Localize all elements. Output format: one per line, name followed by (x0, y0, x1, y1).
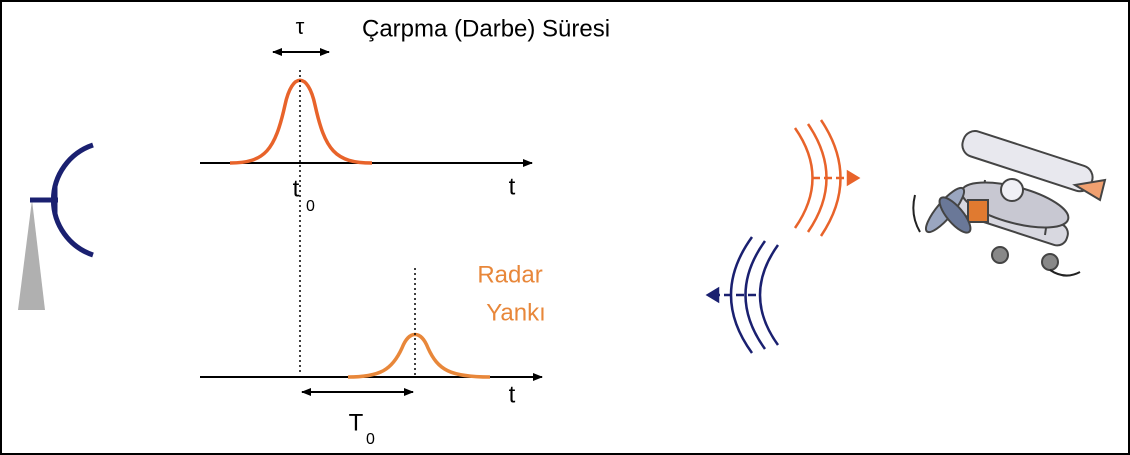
antenna-mast (18, 200, 45, 310)
returning-waves (705, 236, 780, 354)
t0-delay-subscript: 0 (366, 431, 375, 448)
axis-label: t (509, 381, 516, 408)
echo-label: Yankı (486, 299, 546, 326)
outgoing-waves (793, 119, 861, 237)
echo-label: Radar (477, 261, 542, 288)
t0-delay-label: T (349, 409, 364, 436)
t0-subscript: 0 (306, 198, 315, 215)
tau-label: τ (296, 14, 305, 39)
t0-label: t (293, 175, 300, 202)
airplane (912, 130, 1107, 277)
axis-label: t (509, 173, 516, 200)
title: Çarpma (Darbe) Süresi (362, 15, 610, 42)
